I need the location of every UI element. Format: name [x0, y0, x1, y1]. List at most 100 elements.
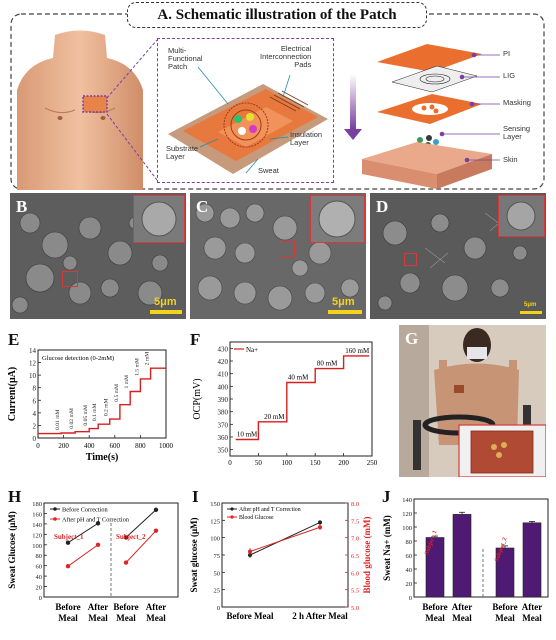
sem-texture-b	[11, 212, 169, 314]
f-xtick-label-5: 250	[367, 459, 378, 467]
h-series-1-segment-0	[67, 544, 99, 567]
panel-label-h: H	[8, 487, 22, 506]
annotation-multi-functional: Multi- Functional Patch	[168, 46, 203, 71]
i-legend-label-1: Blood Glucose	[239, 515, 274, 521]
i-series-0-line	[249, 521, 321, 556]
e-ytick-label-7: 14	[29, 347, 37, 355]
h-ytick-label-2: 40	[36, 574, 43, 581]
f-xtick-label-4: 200	[338, 459, 349, 467]
i-series-1-point-1	[318, 525, 322, 530]
e-frame	[37, 349, 167, 439]
h-ytick-label-5: 100	[32, 543, 42, 550]
h-legend-label-0: Before Correction	[62, 507, 108, 514]
sem-inset-b	[133, 195, 185, 243]
panel-label-g: G	[405, 329, 419, 348]
scale-bar-c	[328, 310, 362, 314]
i-y2label: Blood glucose (mM)	[362, 517, 372, 594]
j-ytick-label-7: 140	[402, 497, 412, 504]
e-step-label-1: 0.02 mM	[69, 408, 75, 429]
i-ytick-label-4: 100	[210, 536, 220, 543]
f-ytick-label-1: 360	[218, 434, 229, 442]
f-step-label-4: 160 mM	[345, 347, 370, 355]
chart-h: 0 20 40 60 80 100 120 140 160 180 Before Correctio…	[7, 501, 179, 623]
i-ylabel: Sweat glucose (μM)	[189, 517, 199, 592]
i-legend-label-0: After pH and T Correction	[239, 506, 301, 513]
f-xtick-label-0: 0	[228, 459, 232, 467]
i-y2tick-label-0: 5.0	[351, 605, 359, 612]
i-series-0-point-1	[318, 520, 322, 525]
h-series-1-point-2	[123, 560, 129, 565]
i-legend-marker-0	[230, 507, 234, 511]
j-bar-1	[452, 514, 472, 598]
f-step-label-1: 20 mM	[264, 413, 285, 421]
h-ytick-label-7: 140	[32, 522, 42, 529]
layer-label-skin: Skin	[503, 155, 518, 164]
j-category-label-3: After Meal	[522, 602, 542, 623]
chart-e: 0 200 400 600 800 1000 0 2 4 6 8 10 12 14 0.01 mM 0.02 …	[7, 347, 174, 463]
e-ytick-label-5: 10	[29, 372, 37, 380]
patch-closeup	[168, 66, 328, 174]
h-category-label-2: Before Meal	[113, 602, 138, 623]
i-category-label-0: Before Meal	[226, 611, 274, 621]
zoom-lines	[106, 39, 158, 181]
h-category-label-1: After Meal	[88, 602, 108, 623]
j-ytick-label-3: 60	[406, 553, 413, 560]
e-ytick-label-4: 8	[33, 385, 37, 393]
chart-f: 0 50 100 150 200 250 350 360 370 380 390 400 410 420 4…	[192, 341, 378, 467]
h-group-label-0: Subject_1	[54, 533, 84, 541]
j-ytick-label-1: 20	[406, 581, 413, 588]
f-ytick-label-0: 350	[218, 447, 229, 455]
sem-image-b: 5μm	[10, 193, 186, 319]
h-series-1-point-3	[153, 528, 159, 533]
photo-g: G	[399, 325, 546, 477]
f-step-label-0: 10 mM	[237, 431, 258, 439]
e-ytick-label-3: 6	[33, 397, 37, 405]
sem-roi-b	[62, 271, 78, 287]
j-ytick-label-2: 40	[406, 567, 413, 574]
j-category-label-2: Before Meal	[492, 602, 517, 623]
sem-inset-c	[310, 195, 365, 243]
e-step-label-7: 1.5 mM	[134, 358, 140, 376]
i-y2tick-label-2: 6.0	[351, 570, 359, 577]
h-ytick-label-0: 0	[39, 595, 42, 602]
e-step-label-2: 0.05 mM	[83, 405, 89, 426]
panel-label-f: F	[190, 330, 201, 349]
i-y2tick-label-4: 7.0	[351, 536, 359, 543]
h-ytick-label-1: 20	[36, 585, 43, 592]
sem-image-c: 5μm	[190, 193, 366, 319]
h-legend-label-1: After pH and T Correction	[62, 517, 130, 524]
j-frame	[413, 498, 549, 598]
f-ytick-label-4: 390	[218, 396, 229, 404]
f-ytick-label-7: 420	[218, 358, 229, 366]
scale-bar-b	[150, 310, 182, 314]
e-xlabel: Time(s)	[86, 452, 119, 463]
h-series-1-segment-1	[125, 530, 157, 563]
f-ytick-label-6: 410	[218, 371, 229, 379]
h-group-label-1: Subject_2	[116, 533, 146, 541]
e-ylabel: Current(μA)	[7, 367, 18, 421]
f-legend: Na+	[246, 346, 258, 354]
h-series-0-segment-1	[125, 509, 157, 538]
i-ytick-label-3: 75	[214, 553, 221, 560]
panel-label-c: C	[196, 197, 209, 216]
i-y2tick-label-6: 8.0	[351, 501, 359, 508]
i-y2tick-label-3: 6.5	[351, 553, 359, 560]
e-step-label-0: 0.01 mM	[55, 409, 61, 430]
j-ylabel: Sweat Na+ (mM)	[382, 515, 392, 581]
scale-label-d: 5μm	[524, 302, 537, 308]
f-step-label-2: 40 mM	[288, 374, 309, 382]
photo-g-illustration	[399, 325, 546, 477]
h-series-0-segment-0	[67, 522, 99, 544]
h-series-1-point-1	[95, 542, 101, 547]
sem-roi-d	[404, 253, 417, 266]
h-series-0-point-0	[65, 540, 71, 545]
j-category-label-0: Before Meal	[422, 602, 447, 623]
i-category-label-1: 2 h After Meal	[292, 611, 348, 621]
f-xtick-label-3: 150	[310, 459, 321, 467]
e-series-line	[38, 367, 166, 435]
h-series-0-point-1	[95, 521, 101, 526]
panel-label-i: I	[192, 487, 199, 506]
chart-i: 0 25 50 75 100 125 150 5.0 5.5 6.0 6.5 7.0 7.5 8.0 Aft…	[189, 501, 372, 621]
torso-illustration	[17, 30, 143, 190]
e-step-label-4: 0.2 mM	[104, 398, 110, 416]
